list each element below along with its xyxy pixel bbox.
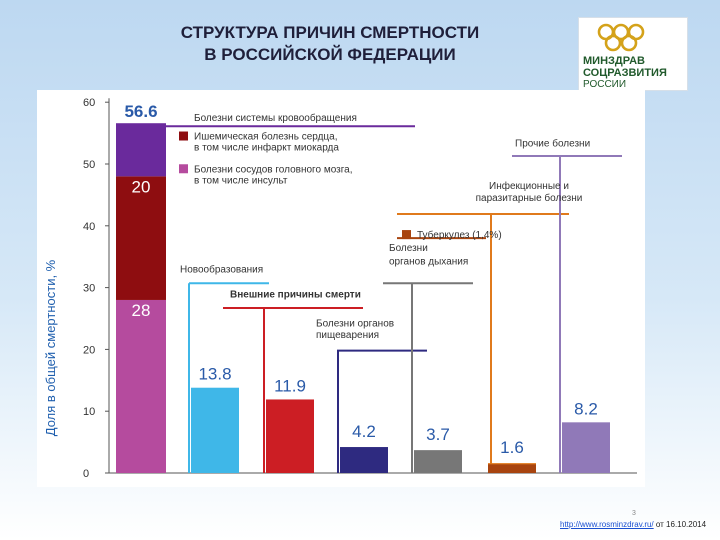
bar-value-infectious: 1.6 <box>500 438 524 457</box>
legend-swatch <box>179 131 188 141</box>
stacked-total-label: 56.6 <box>124 102 157 121</box>
logo-emblem-icon <box>597 23 645 52</box>
source-note: http://www.rosminzdrav.ru/ от 16.10.2014 <box>560 520 706 529</box>
y-tick-label: 40 <box>83 221 95 233</box>
source-date: от 16.10.2014 <box>653 520 707 529</box>
category-label-other: Прочие болезни <box>515 138 590 150</box>
ministry-logo: МИНЗДРАВ СОЦРАЗВИТИЯ РОССИИ <box>578 17 688 91</box>
tuberculosis-swatch <box>402 230 411 240</box>
category-label-external: Внешние причины смерти <box>230 289 361 300</box>
logo-text-line-3: РОССИИ <box>583 79 627 90</box>
legend-label: в том числе инсульт <box>194 175 288 186</box>
bar-value-respiratory: 3.7 <box>426 425 450 444</box>
category-label-infectious: Инфекционные и <box>489 180 569 192</box>
bar-segment-ischemic <box>116 176 166 300</box>
bar-external <box>266 399 314 473</box>
page-title: СТРУКТУРА ПРИЧИН СМЕРТНОСТИ В РОССИЙСКОЙ… <box>120 22 540 66</box>
category-label-digestive: пищеварения <box>316 330 379 341</box>
bar-value-digestive: 4.2 <box>352 422 376 441</box>
mortality-chart: 0 10 20 30 40 50 60 Доля в общей смертности, % 2… <box>43 97 637 480</box>
y-tick-label: 50 <box>83 159 95 171</box>
bar-digestive <box>340 447 388 473</box>
legend-label: Ишемическая болезнь сердца, <box>194 131 338 143</box>
bar-value-external: 11.9 <box>274 376 306 395</box>
chart-panel: 0 10 20 30 40 50 60 Доля в общей смертности, % 2… <box>37 90 645 487</box>
page-number: 3 <box>632 510 636 517</box>
bar-respiratory <box>414 450 462 473</box>
category-label-respiratory: органов дыхания <box>389 257 468 268</box>
category-label-neoplasms: Новообразования <box>180 264 263 276</box>
bar-neoplasms <box>191 387 239 473</box>
title-line-2: В РОССИЙСКОЙ ФЕДЕРАЦИИ <box>204 45 456 64</box>
bar-value-neoplasms: 13.8 <box>198 365 231 384</box>
source-link[interactable]: http://www.rosminzdrav.ru/ <box>560 520 654 529</box>
legend-label: в том числе инфаркт миокарда <box>194 142 339 154</box>
logo-text-line-2: СОЦРАЗВИТИЯ <box>583 67 667 79</box>
bar-value-other: 8.2 <box>574 399 598 418</box>
y-tick-label: 0 <box>83 468 89 480</box>
y-tick-label: 60 <box>83 97 95 109</box>
legend-label: Болезни сосудов головного мозга, <box>194 164 353 175</box>
tuberculosis-label: Туберкулез (1,4%) <box>417 229 502 241</box>
category-label-respiratory: Болезни <box>389 243 428 254</box>
bar-segment-cerebrovascular <box>116 299 166 473</box>
bar-segment-circulatory-other <box>116 123 166 177</box>
y-axis-title: Доля в общей смертности, % <box>43 259 58 436</box>
y-tick-label: 30 <box>83 283 95 295</box>
circulatory-label: Болезни системы кровообращения <box>194 112 357 124</box>
bar-segment-cerebrovascular-label: 28 <box>132 301 151 320</box>
y-tick-label: 10 <box>83 406 95 418</box>
y-tick-label: 20 <box>83 344 95 356</box>
bar-other <box>562 422 610 473</box>
legend-swatch <box>179 164 188 174</box>
logo-text-line-1: МИНЗДРАВ <box>583 55 645 67</box>
bar-segment-tuberculosis <box>488 464 536 473</box>
category-label-digestive: Болезни органов <box>316 318 394 329</box>
title-line-1: СТРУКТУРА ПРИЧИН СМЕРТНОСТИ <box>180 23 480 42</box>
bar-segment-ischemic-label: 20 <box>132 177 151 196</box>
category-label-infectious: паразитарные болезни <box>476 192 583 204</box>
